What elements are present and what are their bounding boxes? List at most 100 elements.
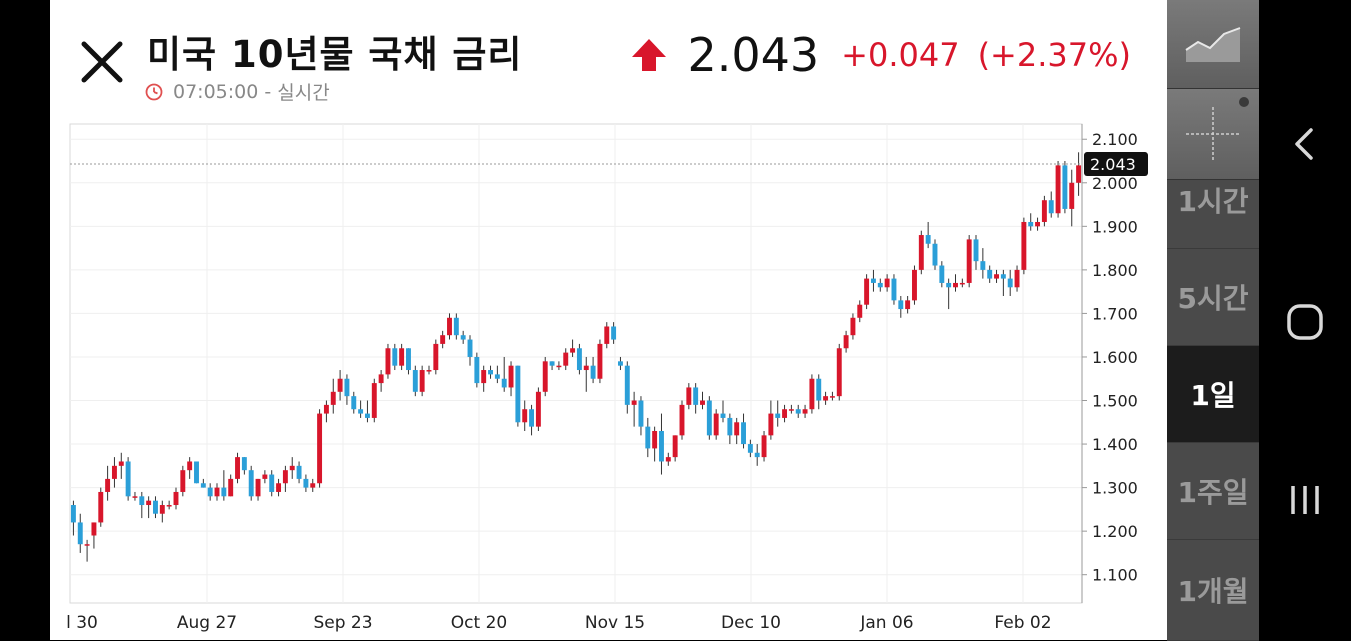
candle bbox=[563, 348, 569, 371]
candle-body bbox=[617, 361, 623, 366]
candle bbox=[788, 404, 794, 414]
candle-body bbox=[187, 461, 193, 471]
candle bbox=[241, 457, 247, 475]
candle-body bbox=[235, 457, 240, 479]
candle-body bbox=[563, 352, 569, 366]
period-1-month[interactable]: 1개월 bbox=[1167, 540, 1259, 641]
candle bbox=[843, 330, 849, 353]
candle bbox=[768, 400, 774, 440]
candle-body bbox=[631, 400, 637, 405]
candle bbox=[727, 413, 733, 445]
candle bbox=[576, 343, 582, 375]
chart-grid bbox=[69, 123, 1083, 604]
candle bbox=[399, 343, 405, 371]
candle-body bbox=[679, 404, 685, 436]
candle bbox=[447, 313, 452, 340]
candle bbox=[611, 322, 617, 344]
candle bbox=[535, 387, 541, 431]
candle bbox=[905, 296, 911, 314]
candle bbox=[494, 365, 500, 384]
candle bbox=[816, 374, 822, 410]
candle bbox=[802, 404, 808, 418]
back-button[interactable] bbox=[1279, 118, 1331, 170]
period-1-week[interactable]: 1주일 bbox=[1167, 443, 1259, 540]
candle bbox=[918, 230, 924, 275]
candle bbox=[706, 396, 712, 440]
candle bbox=[1041, 195, 1047, 227]
x-tick-label: Sep 23 bbox=[313, 613, 372, 633]
candle-body bbox=[652, 430, 658, 449]
candle-body bbox=[194, 461, 199, 484]
candle bbox=[419, 365, 425, 397]
candle-body bbox=[77, 522, 83, 545]
candle-body bbox=[932, 243, 938, 266]
candle-body bbox=[891, 278, 897, 301]
y-tick-label: 2.000 bbox=[1092, 174, 1138, 193]
candle-body bbox=[317, 413, 323, 484]
candle-body bbox=[857, 304, 863, 318]
candle-body bbox=[570, 348, 576, 353]
candle-body bbox=[358, 409, 364, 414]
candle-body bbox=[125, 461, 131, 497]
candlestick-chart[interactable]: 2.100 2.000 1.900 1.800 1.700 1.600 1.500 1.400… bbox=[50, 0, 1167, 640]
candle-body bbox=[1076, 165, 1082, 183]
candle-body bbox=[659, 430, 664, 462]
period-5-hours[interactable]: 5시간 bbox=[1167, 249, 1259, 346]
left-edge bbox=[0, 0, 50, 640]
candle bbox=[884, 274, 890, 292]
candle bbox=[180, 465, 186, 497]
candle bbox=[330, 378, 336, 414]
price-change-percent: (+2.37%) bbox=[977, 36, 1131, 74]
candle-body bbox=[460, 335, 466, 340]
candle-body bbox=[747, 444, 753, 453]
candle-body bbox=[535, 391, 541, 427]
home-button[interactable] bbox=[1279, 296, 1331, 348]
candle-body bbox=[132, 496, 138, 498]
candle-body bbox=[200, 483, 206, 488]
crosshair-button[interactable] bbox=[1167, 89, 1259, 180]
candle bbox=[84, 539, 90, 562]
candle-body bbox=[276, 483, 282, 492]
period-1-hour[interactable]: 1시간 bbox=[1167, 180, 1259, 249]
candle bbox=[953, 274, 958, 292]
x-tick-label: Jan 06 bbox=[859, 613, 913, 633]
candle-body bbox=[761, 435, 767, 458]
candle bbox=[378, 370, 384, 392]
candle-body bbox=[645, 426, 651, 449]
period-1-day[interactable]: 1일 bbox=[1167, 346, 1259, 443]
candle bbox=[98, 487, 104, 527]
close-icon[interactable] bbox=[80, 40, 124, 84]
candle-body bbox=[111, 465, 117, 479]
candle-body bbox=[1055, 165, 1061, 214]
candle bbox=[747, 439, 753, 458]
recent-apps-button[interactable] bbox=[1279, 474, 1331, 526]
candle-body bbox=[412, 370, 418, 392]
candle-body bbox=[795, 409, 801, 414]
candle bbox=[1035, 217, 1041, 231]
candle bbox=[440, 330, 446, 349]
candle bbox=[734, 417, 740, 445]
arrow-up-icon bbox=[632, 39, 667, 71]
candle bbox=[645, 417, 651, 458]
candle-body bbox=[344, 378, 350, 397]
candle bbox=[590, 356, 596, 384]
candle bbox=[836, 343, 842, 401]
chart-type-button[interactable] bbox=[1167, 0, 1259, 89]
candle bbox=[481, 365, 487, 392]
period-label: 1주일 bbox=[1177, 476, 1249, 509]
candle-body bbox=[392, 348, 398, 366]
candle bbox=[235, 452, 240, 484]
candle bbox=[1007, 269, 1013, 297]
close-button[interactable] bbox=[80, 40, 124, 84]
candle bbox=[460, 330, 466, 344]
candle-body bbox=[912, 269, 917, 301]
candle-body bbox=[672, 435, 678, 458]
period-label: 5시간 bbox=[1177, 282, 1249, 315]
clock-icon bbox=[145, 83, 163, 100]
candle bbox=[426, 365, 432, 375]
y-tick-label: 1.600 bbox=[1092, 348, 1138, 367]
candle bbox=[262, 470, 268, 484]
candle-body bbox=[248, 470, 254, 497]
candle-body bbox=[549, 361, 555, 366]
candle-body bbox=[207, 487, 213, 497]
